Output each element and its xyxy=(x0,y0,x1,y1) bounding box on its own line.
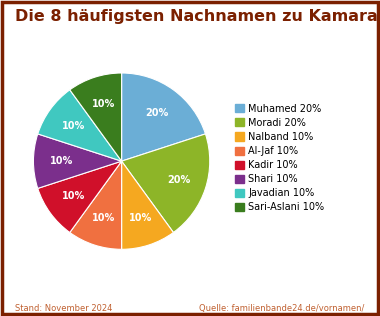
Text: 20%: 20% xyxy=(145,108,168,118)
Wedge shape xyxy=(122,161,173,249)
Wedge shape xyxy=(70,73,122,161)
Text: 10%: 10% xyxy=(62,191,85,201)
Legend: Muhamed 20%, Moradi 20%, Nalband 10%, Al-Jaf 10%, Kadir 10%, Shari 10%, Javadian: Muhamed 20%, Moradi 20%, Nalband 10%, Al… xyxy=(233,102,326,214)
Text: 10%: 10% xyxy=(50,156,73,166)
Wedge shape xyxy=(70,161,122,249)
Text: 20%: 20% xyxy=(167,175,190,185)
Wedge shape xyxy=(38,161,122,233)
Text: Die 8 häufigsten Nachnamen zu Kamaran:: Die 8 häufigsten Nachnamen zu Kamaran: xyxy=(15,9,380,24)
Text: 10%: 10% xyxy=(92,99,115,109)
Wedge shape xyxy=(33,134,122,188)
Wedge shape xyxy=(122,73,206,161)
Text: Quelle: familienbande24.de/vornamen/: Quelle: familienbande24.de/vornamen/ xyxy=(200,304,365,313)
Text: 10%: 10% xyxy=(62,121,85,131)
Text: 10%: 10% xyxy=(128,213,152,223)
Wedge shape xyxy=(122,134,210,233)
Text: 10%: 10% xyxy=(92,213,115,223)
Wedge shape xyxy=(38,90,122,161)
Text: Stand: November 2024: Stand: November 2024 xyxy=(15,304,112,313)
